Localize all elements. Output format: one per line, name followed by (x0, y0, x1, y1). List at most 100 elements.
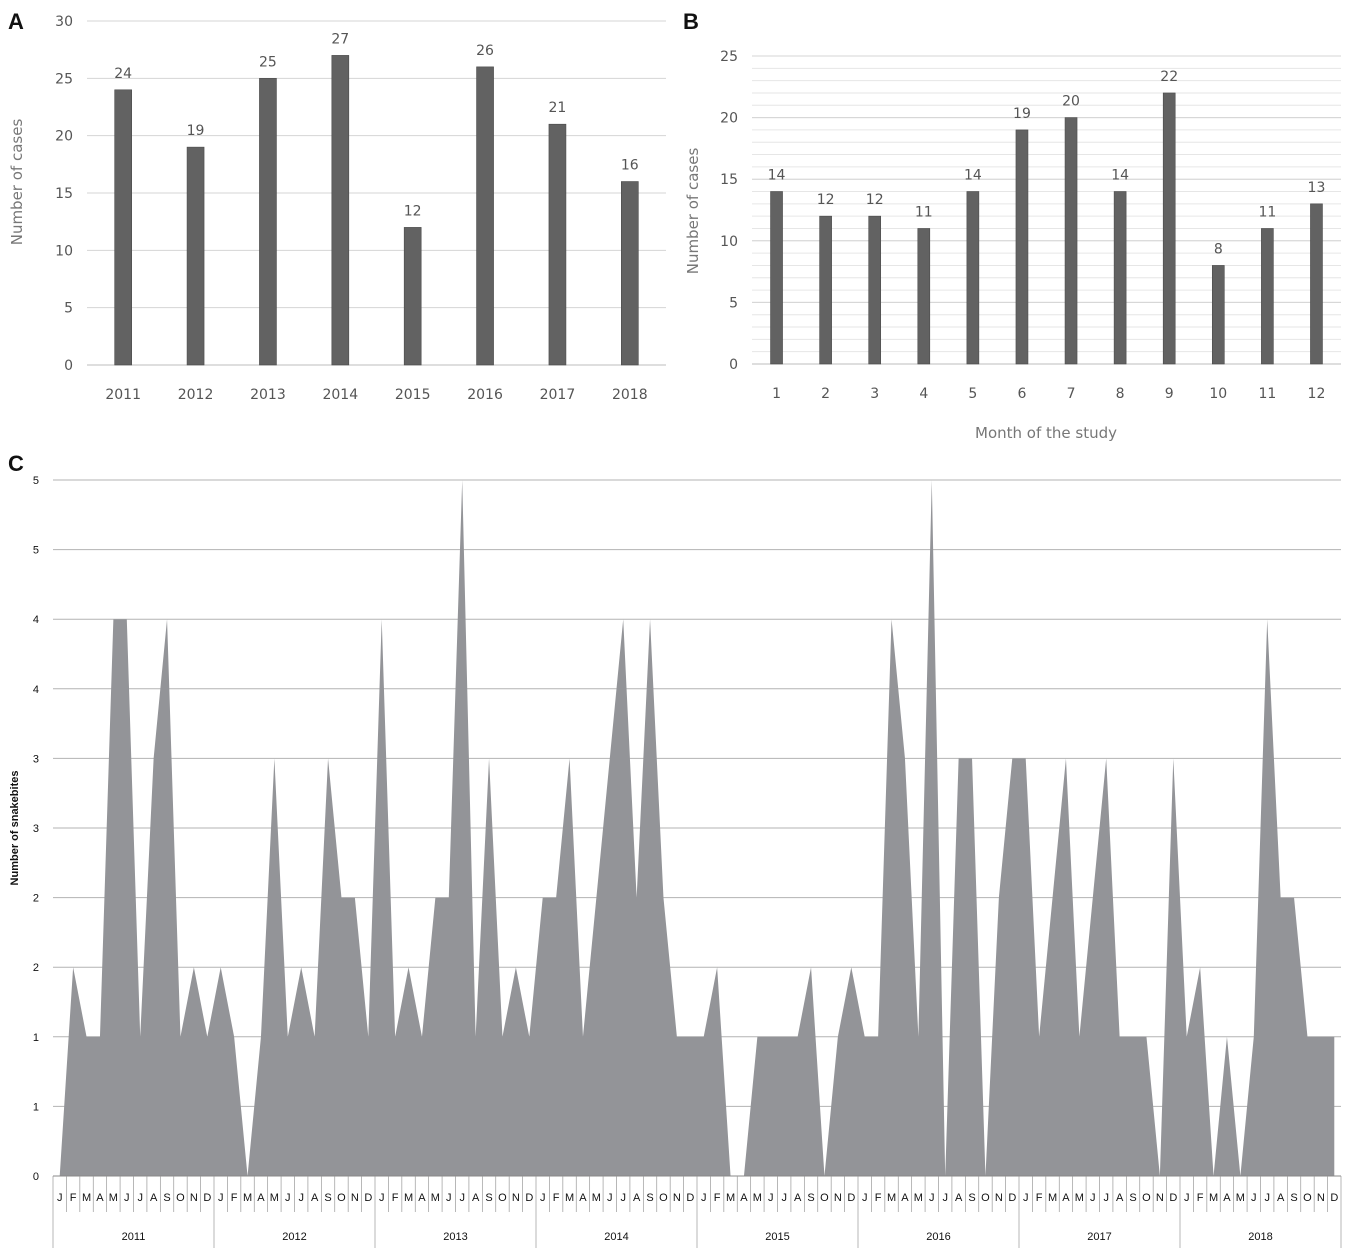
c-month-label: A (901, 1192, 909, 1204)
b-data-label: 14 (964, 168, 982, 184)
b-x-tick-label: 4 (919, 386, 928, 402)
c-month-label: A (472, 1192, 480, 1204)
a-x-tick-label: 2011 (105, 387, 141, 403)
a-data-label: 21 (549, 100, 567, 116)
b-x-tick-label: 2 (821, 386, 830, 402)
b-data-label: 12 (817, 192, 835, 208)
c-month-label: D (686, 1192, 694, 1204)
c-month-label: A (311, 1192, 319, 1204)
c-y-tick-label: 5 (33, 545, 39, 557)
b-bar (819, 215, 832, 365)
c-month-label: O (981, 1192, 990, 1204)
c-year-label: 2017 (1087, 1231, 1111, 1243)
c-month-label: N (995, 1192, 1003, 1204)
b-y-tick-label: 15 (720, 172, 738, 188)
c-month-label: M (109, 1192, 118, 1204)
c-month-label: F (1036, 1192, 1043, 1204)
c-month-label: O (176, 1192, 185, 1204)
c-year-label: 2014 (604, 1231, 628, 1243)
c-month-label: N (351, 1192, 359, 1204)
b-data-label: 11 (1258, 204, 1276, 220)
b-x-tick-label: 3 (870, 386, 879, 402)
b-x-tick-label: 9 (1165, 386, 1174, 402)
c-month-label: N (1156, 1192, 1164, 1204)
panel-b-y-axis-label: Number of cases (684, 148, 702, 275)
a-x-tick-label: 2018 (612, 387, 648, 403)
b-bar (1211, 265, 1225, 365)
c-month-label: J (1264, 1192, 1270, 1204)
c-month-label: M (592, 1192, 601, 1204)
c-month-label: O (1303, 1192, 1312, 1204)
c-month-label: J (1251, 1192, 1257, 1204)
c-month-label: S (324, 1192, 331, 1204)
c-month-label: J (1023, 1192, 1029, 1204)
c-month-label: N (190, 1192, 198, 1204)
c-month-label: A (96, 1192, 104, 1204)
panel-c-area (59, 480, 1335, 1176)
c-month-label: O (659, 1192, 668, 1204)
a-bar (186, 146, 205, 366)
panel-a-letter: A (8, 9, 24, 34)
c-area-series (59, 480, 1335, 1176)
c-month-label: S (485, 1192, 492, 1204)
a-bar (548, 123, 567, 366)
c-month-label: A (740, 1192, 748, 1204)
c-month-label: D (1330, 1192, 1338, 1204)
a-bar (114, 89, 132, 366)
a-x-tick-label: 2014 (322, 387, 358, 403)
b-data-label: 14 (1111, 168, 1129, 184)
c-month-label: A (257, 1192, 265, 1204)
c-month-label: N (834, 1192, 842, 1204)
c-month-label: M (565, 1192, 574, 1204)
a-y-tick-label: 10 (55, 243, 73, 259)
c-month-label: D (1169, 1192, 1177, 1204)
b-bar (1064, 117, 1078, 365)
c-month-label: J (124, 1192, 130, 1204)
c-year-label: 2015 (765, 1231, 789, 1243)
panel-a: A 0 5 10 15 20 25 30 24 19 25 27 12 26 21 16 2011 2012… (8, 9, 666, 403)
c-month-label: D (1008, 1192, 1016, 1204)
b-x-tick-label: 7 (1067, 386, 1076, 402)
panel-c-letter: C (8, 451, 24, 476)
b-data-label: 22 (1160, 69, 1178, 85)
c-month-label: J (768, 1192, 774, 1204)
c-y-tick-label: 5 (33, 475, 39, 487)
b-bar (1310, 203, 1323, 365)
a-x-tick-label: 2017 (540, 387, 576, 403)
a-bar (259, 78, 277, 366)
b-data-label: 14 (768, 168, 786, 184)
c-month-label: A (1277, 1192, 1285, 1204)
c-year-label: 2012 (282, 1231, 306, 1243)
panel-a-y-ticks: 0 5 10 15 20 25 30 (55, 14, 73, 374)
a-y-tick-label: 30 (55, 14, 73, 30)
b-x-tick-label: 11 (1258, 386, 1276, 402)
b-data-label: 11 (915, 204, 933, 220)
c-y-tick-label: 3 (33, 753, 39, 765)
panel-b-bars (770, 92, 1323, 365)
c-year-label: 2018 (1248, 1231, 1272, 1243)
c-month-label: J (929, 1192, 935, 1204)
a-data-label: 16 (621, 158, 639, 174)
c-month-label: S (1129, 1192, 1136, 1204)
c-month-label: J (137, 1192, 143, 1204)
c-month-label: M (270, 1192, 279, 1204)
c-month-label: J (620, 1192, 626, 1204)
c-month-label: N (1317, 1192, 1325, 1204)
c-month-label: D (525, 1192, 533, 1204)
c-month-label: J (459, 1192, 465, 1204)
c-month-label: A (150, 1192, 158, 1204)
a-data-label: 24 (114, 66, 132, 82)
a-y-tick-label: 0 (64, 358, 73, 374)
c-month-label: J (379, 1192, 385, 1204)
a-y-tick-label: 15 (55, 186, 73, 202)
panel-b-x-ticks: 1 2 3 4 5 6 7 8 9 10 11 12 (772, 386, 1325, 402)
c-month-label: S (646, 1192, 653, 1204)
a-x-tick-label: 2015 (395, 387, 431, 403)
c-month-label: A (633, 1192, 641, 1204)
a-y-tick-label: 5 (64, 301, 73, 317)
panel-a-x-ticks: 2011 2012 2013 2014 2015 2016 2017 2018 (105, 387, 647, 403)
a-bar (621, 181, 639, 366)
c-month-label: O (820, 1192, 829, 1204)
c-month-label: M (404, 1192, 413, 1204)
